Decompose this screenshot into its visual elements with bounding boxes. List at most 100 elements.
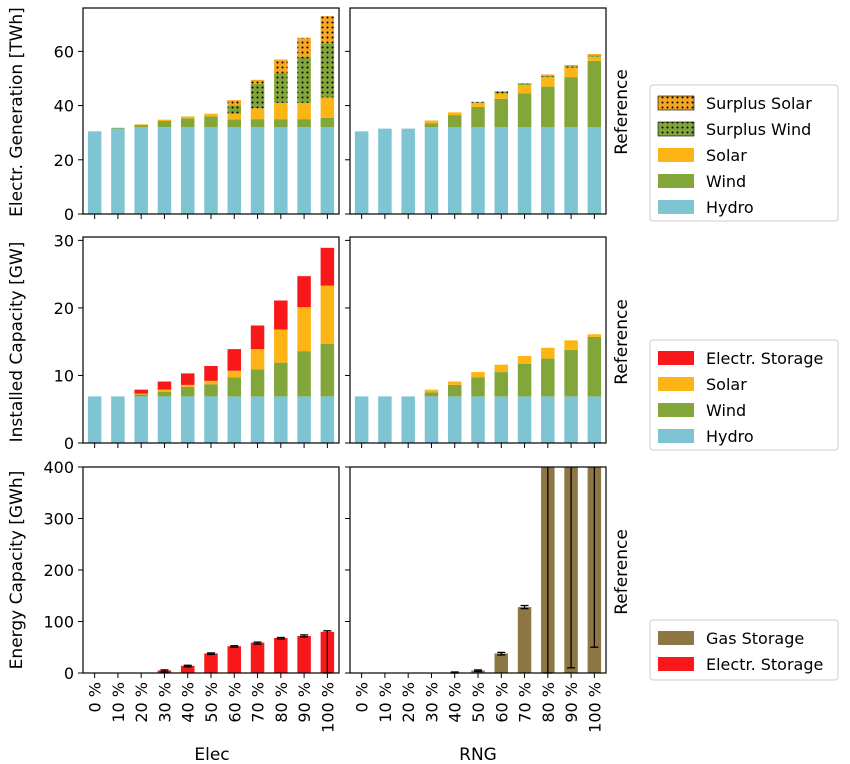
bar-hydro-0 — [87, 396, 102, 443]
legend-label-hydro: Hydro — [706, 427, 754, 446]
bar-solar-2 — [134, 393, 148, 395]
legend-swatch-gas_storage — [658, 631, 694, 645]
x-tick-label-4: 40 % — [179, 682, 198, 723]
legend-swatch-surplus_solar — [657, 95, 695, 111]
bar-gas_storage-6 — [494, 653, 509, 673]
legend-swatch-hydro — [658, 429, 694, 443]
bar-hydro-5 — [471, 396, 485, 443]
bar-hydro-1 — [111, 128, 125, 214]
legend-swatch-solar — [658, 148, 694, 162]
bar-surplus_wind-7 — [250, 83, 265, 109]
bar-surplus_solar-8 — [541, 74, 555, 76]
y-tick-label-2: 40 — [54, 97, 74, 116]
bar-surplus_solar-7 — [517, 83, 532, 84]
x-tick-label-10: 100 % — [585, 682, 604, 733]
bar-hydro-4 — [447, 396, 462, 443]
y-tick-label-1: 10 — [54, 366, 74, 385]
bar-wind-9 — [564, 349, 578, 397]
y-tick-label-3: 300 — [43, 510, 74, 529]
bar-hydro-4 — [180, 396, 195, 443]
legend-row-2: Gas Storage Electr. Storage — [649, 619, 839, 681]
bar-solar-10 — [587, 56, 602, 61]
bar-electr_storage-3 — [157, 381, 172, 390]
x-tick-label-1: 10 % — [109, 682, 128, 723]
bar-wind-1 — [111, 127, 125, 129]
bar-hydro-8 — [541, 127, 555, 214]
x-tick-label-2: 20 % — [399, 682, 418, 723]
bar-hydro-2 — [134, 396, 148, 443]
bar-wind-7 — [250, 369, 265, 397]
legend-swatch-electr_storage — [658, 657, 694, 671]
bar-surplus_solar-6 — [494, 91, 509, 93]
bar-electr_storage-8 — [274, 300, 288, 330]
bar-solar-3 — [424, 120, 439, 124]
bar-hydro-2 — [401, 396, 415, 443]
bar-solar-4 — [180, 116, 195, 119]
bar-solar-8 — [274, 102, 288, 120]
legend-row-0: Surplus Solar Surplus Wind Solar Wind Hydro — [649, 84, 839, 222]
legend-label-electr_storage: Electr. Storage — [706, 655, 823, 674]
axes-frame-r2-c1 — [349, 466, 607, 674]
bar-electr_storage-6 — [227, 646, 242, 673]
bar-wind-3 — [424, 392, 439, 397]
x-tick-label-0: 0 % — [353, 682, 372, 712]
bar-solar-6 — [494, 364, 509, 373]
legend-swatch-electr_storage — [658, 351, 694, 365]
bar-hydro-4 — [447, 127, 462, 214]
bar-hydro-3 — [157, 396, 172, 443]
bar-wind-4 — [180, 386, 195, 397]
bar-wind-5 — [204, 384, 218, 397]
bar-wind-10 — [587, 336, 602, 397]
bar-wind-9 — [297, 351, 311, 397]
y-tick-label-4: 400 — [43, 458, 74, 477]
x-tick-label-7: 70 % — [516, 682, 535, 723]
bar-solar-8 — [541, 347, 555, 359]
bar-hydro-5 — [471, 127, 485, 214]
bar-hydro-2 — [401, 128, 415, 214]
y-tick-label-0: 0 — [64, 664, 74, 683]
bar-surplus_solar-10 — [587, 54, 602, 56]
bar-hydro-8 — [541, 396, 555, 443]
bar-surplus_solar-7 — [250, 79, 265, 84]
bar-solar-4 — [180, 384, 195, 387]
bar-wind-4 — [180, 118, 195, 128]
bar-solar-6 — [494, 93, 509, 99]
bar-wind-7 — [250, 119, 265, 128]
bar-solar-7 — [517, 355, 532, 364]
bar-hydro-3 — [157, 127, 172, 214]
bar-solar-3 — [157, 119, 172, 122]
bar-gas_storage-7 — [517, 607, 532, 673]
bar-wind-2 — [134, 394, 148, 397]
x-tick-label-8: 80 % — [272, 682, 291, 723]
bar-hydro-9 — [564, 127, 578, 214]
bar-wind-3 — [157, 391, 172, 397]
bar-electr_storage-5 — [204, 366, 218, 381]
bar-wind-4 — [447, 384, 462, 397]
bar-surplus_wind-5 — [471, 102, 485, 103]
bar-hydro-1 — [111, 396, 125, 443]
bar-wind-5 — [471, 377, 485, 397]
bar-electr_storage-8 — [274, 637, 288, 673]
bar-surplus_wind-7 — [517, 83, 532, 86]
bar-hydro-3 — [424, 396, 439, 443]
bar-electr_storage-6 — [227, 349, 242, 371]
bar-solar-5 — [204, 113, 218, 117]
legend-label-wind: Wind — [706, 172, 746, 191]
bar-hydro-10 — [587, 396, 602, 443]
legend-label-gas_storage: Gas Storage — [706, 629, 804, 648]
bar-electr_storage-5 — [204, 653, 218, 673]
x-tick-label-2: 20 % — [132, 682, 151, 723]
legend-row-1: Electr. Storage Solar Wind Hydro — [649, 339, 839, 451]
panel-r2-c1: 0 % 10 % 20 % 30 % 40 % 50 % 60 % 70 % 80 % 90 % 1… — [345, 466, 607, 733]
panel-r0-c0: 0 20 40 60 — [54, 7, 340, 224]
x-tick-label-0: 0 % — [86, 682, 105, 712]
bar-wind-8 — [274, 119, 288, 128]
bar-hydro-5 — [204, 127, 218, 214]
bar-solar-5 — [471, 372, 485, 378]
bar-solar-9 — [297, 307, 311, 352]
y-tick-label-3: 60 — [54, 42, 74, 61]
y-tick-label-2: 20 — [54, 299, 74, 318]
bar-hydro-9 — [297, 127, 311, 214]
bar-solar-6 — [227, 113, 242, 120]
